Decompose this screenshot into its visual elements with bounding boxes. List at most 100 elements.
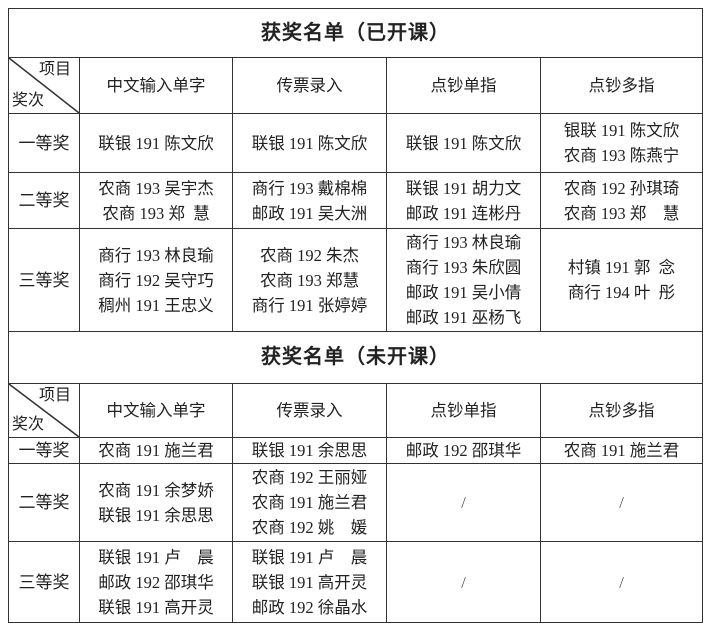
- winner-entry: 联银 191 余思思: [98, 505, 214, 525]
- winner-entry: 稠州 191 王忠义: [98, 295, 214, 315]
- winner-entry: 邮政 191 巫杨飞: [405, 308, 522, 327]
- winner-entry: 联银 191 卢 晨: [251, 547, 368, 567]
- header-row: 项目 奖次 中文输入单字 传票录入 点钞单指 点钞多指: [8, 57, 703, 114]
- winner-entry: 商行 194 叶 彤: [567, 283, 676, 302]
- winner-entry: 联银 191 胡力文: [405, 178, 522, 198]
- award-cell: 村镇 191 郭 念商行 194 叶 彤: [540, 228, 703, 332]
- award-cell: 邮政 192 邵琪华: [386, 437, 541, 464]
- table-title: 获奖名单（已开课）: [8, 8, 703, 58]
- column-header: 传票录入: [232, 383, 387, 438]
- table-row: 二等奖 农商 193 吴宇杰 农商 193 郑 慧商行 193 戴棉棉 邮政 191 …: [8, 172, 703, 229]
- column-header: 中文输入单字: [79, 383, 233, 438]
- table-title: 获奖名单（未开课）: [8, 331, 703, 384]
- award-cell: 银联 191 陈文欣 农商 193 陈燕宁: [540, 113, 703, 173]
- winner-entry: 商行 193 林良瑜: [405, 233, 522, 252]
- award-cell: 联银 191 胡力文 邮政 191 连彬丹: [386, 172, 541, 229]
- winner-entry: 农商 192 孙琪琦: [563, 178, 680, 198]
- corner-label-item: 项目: [38, 61, 71, 78]
- diagonal-divider: [9, 384, 79, 437]
- winner-entry: 农商 193 吴宇杰: [98, 178, 214, 198]
- winner-entry: 商行 193 朱欣圆: [405, 258, 522, 277]
- table-row: 一等奖 联银 191 陈文欣 联银 191 陈文欣 联银 191 陈文欣 银联 191 …: [8, 113, 703, 173]
- winner-entry: 邮政 192 徐晶水: [251, 597, 368, 617]
- winner-entry: 农商 191 施兰君: [98, 441, 214, 460]
- award-cell: /: [386, 463, 541, 542]
- column-header: 点钞多指: [540, 383, 703, 438]
- winner-entry: 农商 193 郑 慧: [563, 203, 680, 223]
- winner-entry: 邮政 191 连彬丹: [405, 203, 522, 223]
- header-row: 项目 奖次 中文输入单字 传票录入 点钞单指 点钞多指: [8, 383, 703, 438]
- row-label: 三等奖: [8, 541, 80, 623]
- award-cell: 联银 191 卢 晨联银 191 高开灵 邮政 192 徐晶水: [232, 541, 387, 623]
- empty-marker: /: [461, 572, 466, 592]
- row-label: 一等奖: [8, 437, 80, 464]
- award-cell: 农商 192 王丽娅 农商 191 施兰君 农商 192 姚 媛: [232, 463, 387, 542]
- award-cell: 商行 193 林良瑜 商行 192 吴守巧 稠州 191 王忠义: [79, 228, 233, 332]
- award-cell: 联银 191 陈文欣: [232, 113, 387, 173]
- winner-entry: 邮政 192 邵琪华: [98, 572, 214, 592]
- winner-entry: 联银 191 卢 晨: [98, 547, 214, 567]
- winner-entry: 银联 191 陈文欣: [563, 121, 680, 140]
- diagonal-divider: [9, 58, 79, 113]
- table-row: 三等奖 联银 191 卢 晨邮政 192 邵琪华 联银 191 高开灵 联银 191 …: [8, 541, 703, 623]
- award-cell: /: [540, 463, 703, 542]
- title-row: 获奖名单（未开课）: [8, 331, 703, 384]
- award-cell: 联银 191 卢 晨邮政 192 邵琪华 联银 191 高开灵: [79, 541, 233, 623]
- award-cell: 农商 193 吴宇杰 农商 193 郑 慧: [79, 172, 233, 229]
- row-label: 三等奖: [8, 228, 80, 332]
- empty-marker: /: [461, 493, 466, 512]
- corner-label-rank: 奖次: [12, 416, 45, 433]
- table-row: 三等奖 商行 193 林良瑜 商行 192 吴守巧 稠州 191 王忠义 农商 192 …: [8, 228, 703, 332]
- winner-entry: 农商 192 朱杰: [260, 245, 359, 265]
- table-row: 二等奖 农商 191 余梦娇 联银 191 余思思 农商 192 王丽娅 农商 191 …: [8, 463, 703, 542]
- column-header: 点钞多指: [540, 57, 703, 114]
- winner-entry: 商行 191 张婷婷: [251, 295, 368, 315]
- corner-header-cell: 项目奖次: [8, 383, 80, 438]
- row-label: 二等奖: [8, 463, 80, 542]
- winner-entry: 商行 192 吴守巧: [98, 270, 214, 290]
- corner-label-item: 项目: [38, 387, 71, 404]
- award-cell: 农商 191 施兰君: [540, 437, 703, 464]
- winner-entry: 联银 191 余思思: [251, 441, 368, 460]
- column-header: 点钞单指: [386, 383, 541, 438]
- empty-marker: /: [619, 493, 624, 512]
- winner-entry: 商行 193 戴棉棉: [251, 178, 368, 198]
- award-cell: 农商 191 余梦娇 联银 191 余思思: [79, 463, 233, 542]
- winner-entry: 联银 191 陈文欣: [405, 133, 522, 153]
- winner-entry: 农商 193 陈燕宁: [563, 146, 680, 165]
- winner-entry: 邮政 191 吴大洲: [251, 203, 368, 223]
- award-cell: 联银 191 陈文欣: [386, 113, 541, 173]
- row-label: 二等奖: [8, 172, 80, 229]
- winner-entry: 邮政 192 邵琪华: [405, 441, 522, 460]
- column-header: 传票录入: [232, 57, 387, 114]
- award-cell: 联银 191 陈文欣: [79, 113, 233, 173]
- award-table-opened: 获奖名单（已开课） 项目 奖次 中文输入单字 传票录入 点钞单指 点钞多指 一等奖 联银 191…: [8, 8, 703, 332]
- column-header: 点钞单指: [386, 57, 541, 114]
- empty-marker: /: [619, 572, 624, 592]
- winner-entry: 农商 191 余梦娇: [98, 480, 214, 500]
- winner-entry: 村镇 191 郭 念: [567, 258, 676, 277]
- award-cell: 商行 193 林良瑜 商行 193 朱欣圆 邮政 191 吴小倩 邮政 191 巫杨飞: [386, 228, 541, 332]
- table-row: 一等奖 农商 191 施兰君 联银 191 余思思 邮政 192 邵琪华 农商 191 …: [8, 437, 703, 464]
- winner-entry: 商行 193 林良瑜: [98, 245, 214, 265]
- winner-entry: 联银 191 陈文欣: [98, 133, 214, 153]
- award-cell: 商行 193 戴棉棉 邮政 191 吴大洲: [232, 172, 387, 229]
- award-cell: /: [540, 541, 703, 623]
- award-cell: 农商 191 施兰君: [79, 437, 233, 464]
- award-cell: 农商 192 孙琪琦 农商 193 郑 慧: [540, 172, 703, 229]
- winner-entry: 联银 191 陈文欣: [251, 133, 368, 153]
- corner-label-rank: 奖次: [12, 92, 45, 109]
- title-row: 获奖名单（已开课）: [8, 8, 703, 58]
- winner-entry: 农商 191 施兰君: [563, 441, 680, 460]
- winner-entry: 农商 193 郑慧: [260, 270, 359, 290]
- winner-entry: 农商 193 郑 慧: [102, 203, 210, 223]
- column-header: 中文输入单字: [79, 57, 233, 114]
- corner-header-cell: 项目奖次: [8, 57, 80, 114]
- winner-entry: 邮政 191 吴小倩: [405, 283, 522, 302]
- winner-entry: 农商 191 施兰君: [251, 493, 368, 512]
- winner-entry: 联银 191 高开灵: [251, 572, 368, 592]
- award-cell: /: [386, 541, 541, 623]
- winner-entry: 农商 192 姚 媛: [251, 518, 368, 537]
- winner-entry: 联银 191 高开灵: [98, 597, 214, 617]
- award-cell: 联银 191 余思思: [232, 437, 387, 464]
